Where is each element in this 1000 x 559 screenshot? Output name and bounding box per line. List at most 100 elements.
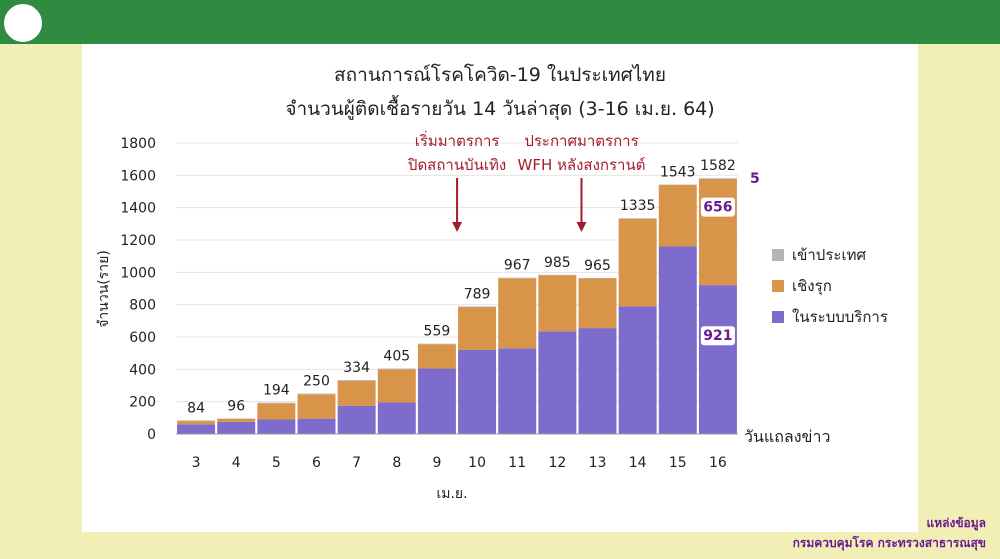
x-tick-label: 15: [669, 455, 687, 471]
x-tick-label: 5: [272, 455, 281, 471]
bar-total-label: 334: [343, 360, 370, 376]
x-tick-label: 12: [548, 455, 566, 471]
chart-panel: สถานการณ์โรคโควิด-19 ในประเทศไทยจำนวนผู้…: [82, 44, 918, 532]
x-tick-label: 14: [629, 455, 647, 471]
x-axis-right-label: วันแถลงข่าว: [744, 427, 830, 446]
x-tick-label: 10: [468, 455, 486, 471]
y-tick-label: 800: [129, 298, 156, 314]
bar-segment-proactive: [578, 278, 617, 329]
annotation-text: เริ่มมาตรการ: [415, 130, 500, 150]
x-tick-label: 13: [589, 455, 607, 471]
bar-segment-inbound: [698, 178, 737, 180]
y-tick-label: 1200: [120, 233, 156, 249]
bar-segment-proactive: [658, 185, 697, 247]
bar-segment-inbound: [257, 402, 296, 404]
y-axis-label: จำนวน(ราย): [96, 250, 112, 328]
source-label: แหล่งข้อมูล: [926, 516, 986, 530]
bar-total-label: 250: [303, 374, 330, 390]
bar-segment-in-system: [618, 306, 657, 434]
segment-label-bg: [700, 326, 735, 346]
bar-total-label: 96: [227, 398, 245, 414]
bar-segment-inbound: [458, 306, 497, 308]
bar-segment-in-system: [417, 368, 456, 434]
x-tick-label: 6: [312, 455, 321, 471]
bar-segment-in-system: [578, 328, 617, 434]
bar-segment-proactive: [538, 275, 577, 332]
bar-total-label: 405: [383, 349, 410, 365]
chart-title: สถานการณ์โรคโควิด-19 ในประเทศไทย: [334, 63, 666, 86]
bar-segment-proactive: [698, 179, 737, 286]
bar-segment-in-system: [217, 421, 256, 434]
x-tick-label: 11: [508, 455, 526, 471]
bar-segment-in-system: [257, 419, 296, 434]
segment-value-label: 921: [703, 328, 732, 344]
bar-segment-proactive: [257, 403, 296, 420]
bar-segment-proactive: [417, 344, 456, 369]
segment-value-label: 656: [703, 200, 732, 216]
bar-segment-inbound: [417, 343, 456, 345]
bar-total-label: 967: [504, 258, 531, 274]
bar-segment-in-system: [297, 418, 336, 434]
bar-segment-in-system: [538, 331, 577, 434]
bar-total-label: 84: [187, 400, 205, 416]
bar-total-label: 789: [464, 286, 491, 302]
annotation-text: WFH หลังสงกรานต์: [518, 156, 646, 174]
legend-swatch: [772, 249, 784, 261]
bar-segment-inbound: [498, 277, 537, 279]
moph-emblem-icon: [2, 2, 44, 44]
bar-segment-in-system: [658, 246, 697, 434]
y-tick-label: 1600: [120, 168, 156, 184]
y-tick-label: 0: [147, 427, 156, 443]
chart-subtitle: จำนวนผู้ติดเชื้อรายวัน 14 วันล่าสุด (3-1…: [285, 95, 714, 121]
x-tick-label: 4: [232, 455, 241, 471]
y-tick-label: 200: [129, 395, 156, 411]
legend-label: ในระบบบริการ: [792, 308, 888, 326]
bar-segment-in-system: [377, 402, 416, 434]
header-bar: [0, 0, 1000, 44]
legend-swatch: [772, 280, 784, 292]
legend-swatch: [772, 311, 784, 323]
annotation-text: ปิดสถานบันเทิง: [407, 156, 506, 174]
bar-segment-proactive: [297, 394, 336, 419]
bar-segment-inbound: [337, 380, 376, 381]
bar-segment-in-system: [177, 424, 216, 434]
bar-segment-inbound: [297, 393, 336, 395]
bar-segment-proactive: [217, 418, 256, 422]
bar-segment-proactive: [458, 307, 497, 350]
bar-segment-proactive: [377, 369, 416, 403]
bar-segment-proactive: [177, 421, 216, 425]
y-tick-label: 1000: [120, 265, 156, 281]
bar-segment-inbound: [177, 420, 216, 422]
bar-total-label: 194: [263, 383, 290, 399]
bar-segment-proactive: [498, 278, 537, 349]
bar-segment-inbound: [377, 368, 416, 370]
y-tick-label: 1400: [120, 201, 156, 217]
y-tick-label: 1800: [120, 136, 156, 152]
bar-segment-proactive: [618, 218, 657, 307]
x-tick-label: 8: [392, 455, 401, 471]
source-org: กรมควบคุมโรค กระทรวงสาธารณสุข: [792, 536, 986, 550]
bar-segment-in-system: [458, 349, 497, 434]
bar-total-label: 1335: [620, 198, 656, 214]
bar-total-label: 965: [584, 258, 611, 274]
chart: สถานการณ์โรคโควิด-19 ในประเทศไทยจำนวนผู้…: [96, 63, 888, 502]
source-note: แหล่งข้อมูล กรมควบคุมโรค กระทรวงสาธารณสุ…: [793, 513, 986, 553]
legend-label: เข้าประเทศ: [792, 246, 866, 264]
bar-total-label: 559: [424, 324, 451, 340]
x-tick-label: 7: [352, 455, 361, 471]
x-axis-label: เม.ย.: [436, 486, 467, 502]
bar-total-label: 1543: [660, 165, 696, 181]
bar-total-label: 1582: [700, 158, 736, 174]
bar-total-label: 985: [544, 255, 571, 271]
annotation-text: ประกาศมาตรการ: [524, 132, 638, 150]
bar-segment-in-system: [498, 348, 537, 434]
legend-label: เชิงรุก: [792, 277, 832, 296]
segment-label-bg: [700, 197, 735, 217]
annotation-arrow-head: [452, 222, 463, 232]
annotation-arrow-head: [576, 222, 587, 232]
bar-segment-in-system: [337, 405, 376, 434]
y-tick-label: 600: [129, 330, 156, 346]
x-tick-label: 3: [192, 455, 201, 471]
bar-segment-proactive: [337, 380, 376, 406]
segment-value-label: 5: [750, 171, 760, 187]
